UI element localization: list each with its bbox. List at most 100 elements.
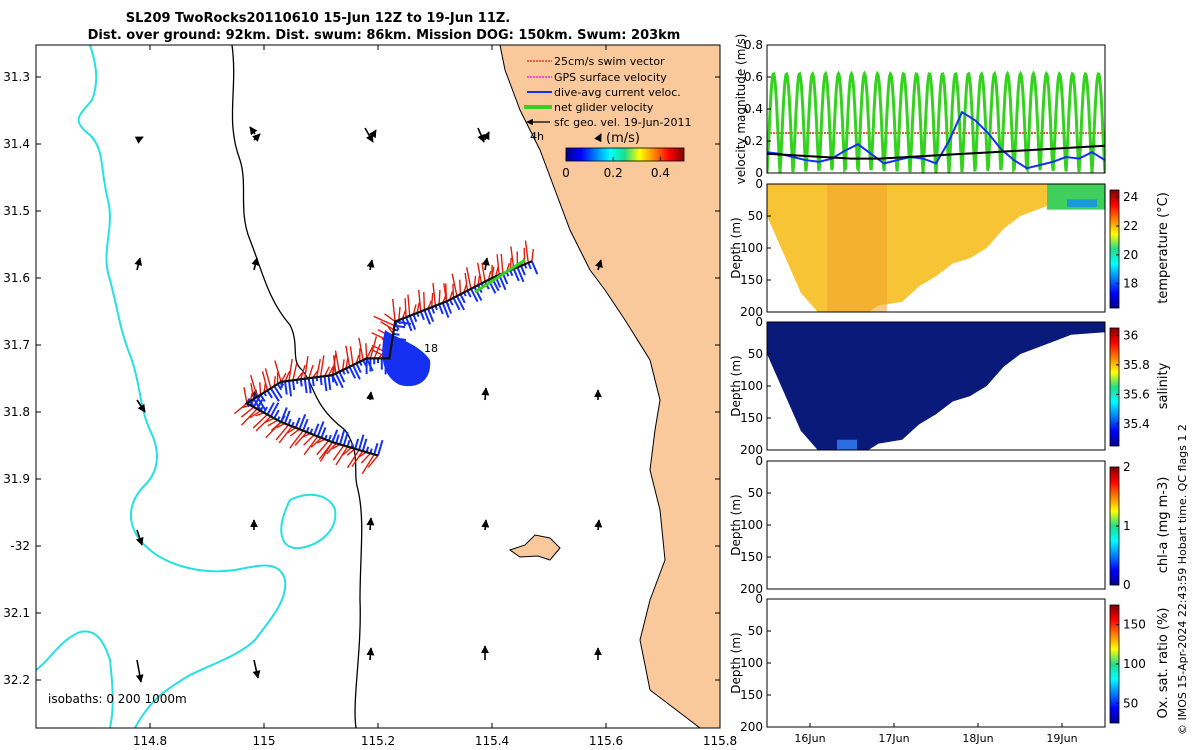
swim-vector <box>431 292 434 308</box>
swim-vector <box>398 306 401 321</box>
isobath-label: isobaths: 0 200 1000m <box>48 692 187 706</box>
current-vector <box>283 410 291 424</box>
date-tick-label: 16Jun <box>794 732 825 745</box>
swim-vector <box>401 310 407 319</box>
legend-swim-label: 25cm/s swim vector <box>554 55 665 68</box>
map-colorbar-tick-label: 0.4 <box>651 166 670 180</box>
swim-vector <box>360 452 371 464</box>
geo-velocity-arrow <box>364 127 374 143</box>
geo-velocity-arrow <box>481 519 490 531</box>
current-vector <box>273 409 280 419</box>
map-y-tick-label: 31.3 <box>3 70 30 84</box>
map-colorbar-tick-label: 0 <box>562 166 570 180</box>
map-y-tick-label: -32 <box>10 539 30 553</box>
date-axis: 16Jun 17Jun 18Jun 19Jun <box>794 723 1078 745</box>
current-vector <box>288 380 293 397</box>
depth-tick-label: 200 <box>740 305 763 319</box>
swim-vector <box>334 350 340 372</box>
section-axes-background <box>767 599 1105 727</box>
isobath-1000-line <box>36 630 114 728</box>
colorbar-tick-label: 0 <box>1123 578 1131 592</box>
colorbar-tick-label: 24 <box>1123 190 1138 204</box>
date-tick-label: 19Jun <box>1046 732 1077 745</box>
swim-vector <box>233 402 248 415</box>
swim-vector <box>264 368 272 389</box>
map-panel: 18 isobaths: 0 200 1000m 114.8 115 115.2 11… <box>3 44 737 748</box>
current-vector <box>313 423 320 436</box>
current-vector <box>373 443 379 455</box>
current-vector <box>276 383 283 391</box>
map-y-tick-label: 32.1 <box>3 606 30 620</box>
swim-vector <box>407 294 411 316</box>
current-vector <box>273 385 283 399</box>
swim-vector <box>261 371 269 391</box>
swim-vector <box>286 427 297 434</box>
swim-vector <box>280 372 287 383</box>
swim-vector <box>477 275 481 286</box>
current-vector <box>331 429 339 443</box>
depth-tick-label: 0 <box>755 454 763 468</box>
swim-vector <box>345 358 349 369</box>
swim-vector <box>473 275 477 288</box>
current-vector <box>316 421 325 437</box>
map-colorbar-label: (m/s) <box>606 131 640 146</box>
swim-vector <box>491 266 495 279</box>
swim-vector <box>275 424 289 441</box>
current-vector <box>339 429 346 445</box>
section-colorbar-label: salinity <box>1156 362 1171 409</box>
map-x-tick-label: 115.2 <box>361 734 395 748</box>
geo-velocity-arrow <box>136 399 146 413</box>
map-x-tick-label: 114.8 <box>133 734 167 748</box>
temperature-warm-core <box>827 184 887 312</box>
legend-gps-label: GPS surface velocity <box>554 71 667 84</box>
geo-velocity-arrow <box>482 131 490 141</box>
swim-vector <box>341 359 345 371</box>
colorbar-tick-label: 100 <box>1123 657 1146 671</box>
depth-tick-label: 100 <box>740 656 763 670</box>
current-vector <box>269 387 280 402</box>
velocity-y-tick-label: 0.6 <box>744 70 763 84</box>
section-colorbar <box>1109 189 1120 309</box>
map-x-tick-label: 115.4 <box>475 734 509 748</box>
geo-velocity-arrow <box>134 257 143 271</box>
swim-vector <box>476 262 483 284</box>
velocity-net-series <box>767 70 1105 173</box>
credit-text: © IMOS 15-Apr-2024 22:43:59 Hobart time.… <box>1176 424 1189 735</box>
current-vector <box>430 306 436 314</box>
swim-vector <box>510 246 515 269</box>
geo-velocity-arrow <box>594 133 602 143</box>
land-polygon <box>499 45 720 728</box>
geo-velocity-arrow <box>477 127 485 143</box>
geo-velocity-arrow <box>135 659 144 683</box>
legend-geo-label: sfc geo. vel. 19-Jun-2011 <box>554 116 691 129</box>
swim-vector <box>438 289 441 305</box>
map-x-tick-label: 115.8 <box>703 734 737 748</box>
depth-ylabel: Depth (m) <box>729 632 743 693</box>
date-tick-label: 18Jun <box>962 732 993 745</box>
swim-vector <box>373 343 381 359</box>
swim-vector <box>278 425 293 444</box>
current-vector <box>291 380 296 391</box>
swim-vector <box>346 448 356 456</box>
current-vector <box>512 268 520 282</box>
colorbar-tick-label: 35.8 <box>1123 358 1150 372</box>
swim-vector <box>326 442 337 455</box>
swim-vector <box>384 313 396 323</box>
swim-vector <box>316 440 330 456</box>
swim-vector <box>250 375 258 398</box>
swim-vector <box>308 364 314 379</box>
current-vector <box>302 418 309 432</box>
depth-ylabel: Depth (m) <box>729 355 743 416</box>
swim-vector <box>319 355 325 377</box>
swim-vector <box>303 435 319 456</box>
swim-vector <box>273 376 276 387</box>
colorbar-tick-label: 35.6 <box>1123 387 1150 401</box>
current-vector <box>377 439 384 456</box>
current-vector <box>361 438 368 452</box>
geo-velocity-arrow <box>481 387 490 401</box>
colorbar-tick-label: 36 <box>1123 328 1138 342</box>
swim-vector <box>369 336 378 359</box>
salinity-bottom-patch <box>837 439 857 450</box>
current-vector <box>259 394 266 402</box>
colorbar-tick-label: 22 <box>1123 219 1138 233</box>
